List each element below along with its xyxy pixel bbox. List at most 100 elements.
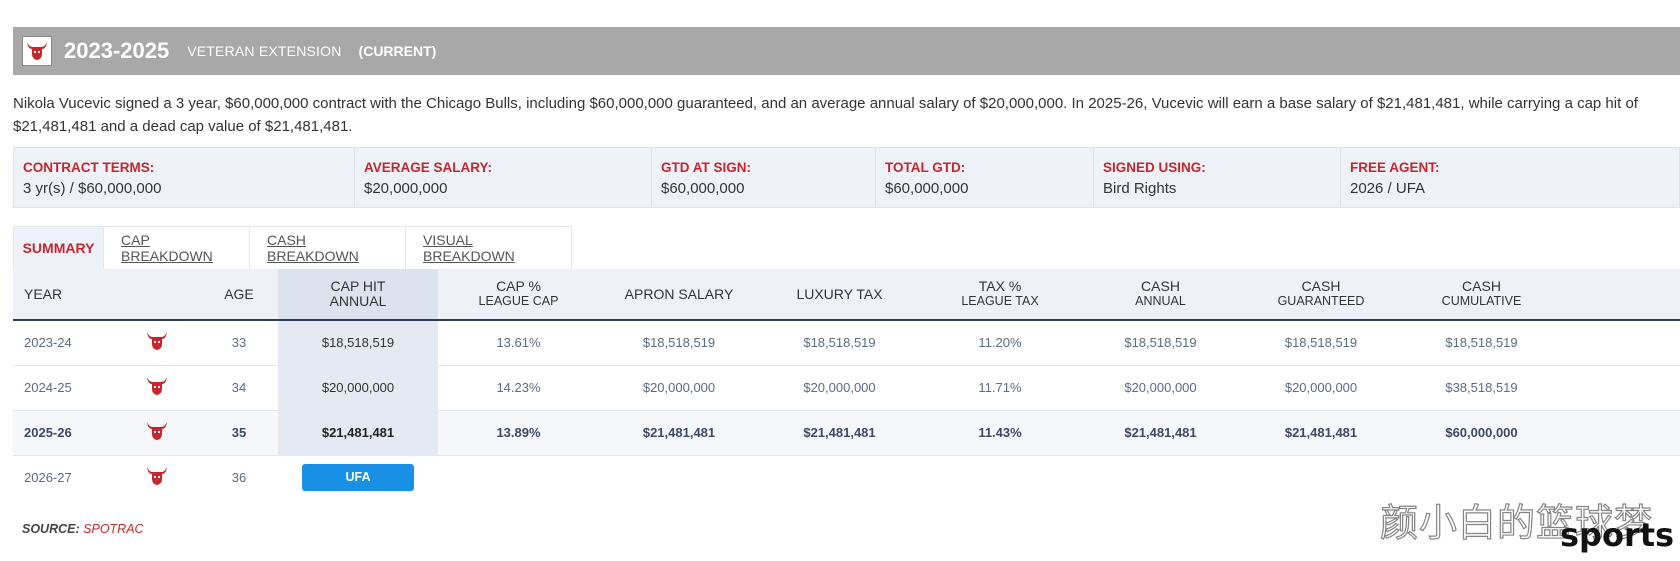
term-value: $60,000,000 (661, 180, 745, 197)
cell-year: 2023-24 (13, 320, 113, 366)
col-age: AGE (200, 269, 278, 321)
cell-year: 2024-25 (13, 365, 113, 411)
contract-years: 2023-2025 (64, 38, 170, 63)
col-cap-hit: CAP HIT ANNUAL (278, 269, 438, 321)
cell-age: 36 (231, 470, 247, 486)
team-logo (22, 36, 52, 66)
col-spacer (1562, 269, 1680, 321)
table-row: 2024-25 34 $20,000,000 14.23% $20,000,00… (13, 365, 1680, 411)
bull-logo-icon (146, 467, 167, 486)
term-label: GTD AT SIGN: (661, 160, 751, 175)
term-label: AVERAGE SALARY: (364, 160, 493, 175)
col-cash-guaranteed: CASH GUARANTEED (1241, 269, 1401, 321)
tab-cap-breakdown[interactable]: CAP BREAKDOWN (104, 227, 250, 269)
cell-apron-salary: $18,518,519 (599, 320, 759, 366)
term-value: $60,000,000 (885, 180, 969, 197)
cell-cap-pct: 13.61% (438, 320, 599, 366)
cell-year: 2025-26 (13, 410, 113, 456)
contract-type: VETERAN EXTENSION (187, 43, 342, 59)
cell-cap-hit: $18,518,519 (278, 320, 438, 366)
cell-luxury-tax: $18,518,519 (759, 320, 920, 366)
watermark-english: sports (1560, 516, 1675, 554)
cell-spacer (1562, 320, 1680, 366)
col-cash-cumulative-sub: CUMULATIVE (1441, 294, 1522, 308)
col-cash-annual-sub: ANNUAL (1135, 294, 1186, 308)
breakdown-tabs: SUMMARY CAP BREAKDOWN CASH BREAKDOWN VIS… (13, 226, 572, 269)
col-tax-pct-sub: LEAGUE TAX (961, 294, 1039, 308)
term-contract-terms: CONTRACT TERMS: 3 yr(s) / $60,000,000 (14, 148, 355, 207)
ufa-badge: UFA (302, 464, 414, 492)
cell-cap-hit: UFA (278, 455, 438, 500)
term-label: TOTAL GTD: (885, 160, 966, 175)
cell-cash-annual: $21,481,481 (1080, 410, 1241, 456)
table-header-row: YEAR AGE CAP HIT ANNUAL CAP % LEAGUE CAP… (13, 269, 1680, 321)
col-team (113, 269, 200, 321)
term-label: CONTRACT TERMS: (23, 160, 155, 175)
cell-team (113, 365, 200, 411)
bull-logo-icon (27, 42, 47, 60)
cell-cap-hit: $21,481,481 (278, 410, 438, 456)
bull-logo-icon (146, 332, 167, 351)
col-cap-hit-label: CAP HIT (330, 278, 386, 294)
cell-cash-cumulative: $38,518,519 (1401, 365, 1562, 411)
tab-summary[interactable]: SUMMARY (14, 227, 104, 269)
col-cash-annual-label: CASH (1141, 278, 1180, 294)
cell-cash-guaranteed: $18,518,519 (1241, 320, 1401, 366)
table-row-free-agent: 2026-27 36 UFA (13, 455, 1680, 500)
col-cash-cumulative-label: CASH (1462, 278, 1501, 294)
tab-visual-breakdown[interactable]: VISUAL BREAKDOWN (423, 232, 515, 264)
term-value: Bird Rights (1103, 180, 1177, 197)
term-signed-using: SIGNED USING: Bird Rights (1094, 148, 1341, 207)
cell-cap-pct: 13.89% (438, 410, 599, 456)
cell-year: 2026-27 (24, 470, 72, 486)
watermark-chinese: 颜小白的篮球梦 (1379, 500, 1654, 545)
bull-logo-icon (146, 422, 167, 440)
cell-age: 35 (200, 410, 278, 456)
cell-age: 34 (200, 365, 278, 411)
source-prefix: SOURCE: (22, 522, 80, 536)
cell-team (113, 455, 200, 500)
watermark: 颜小白的篮球梦 sports (1379, 492, 1680, 558)
tab-cash-breakdown[interactable]: CASH BREAKDOWN (250, 227, 406, 269)
contract-header-bar: 2023-2025 VETERAN EXTENSION (CURRENT) (13, 27, 1680, 75)
cell-age: 33 (200, 320, 278, 366)
term-value: 2026 / UFA (1350, 180, 1426, 197)
col-tax-pct-label: TAX % (978, 278, 1022, 294)
col-cap-pct: CAP % LEAGUE CAP (438, 269, 599, 321)
cell-luxury-tax: $20,000,000 (759, 365, 920, 411)
term-total-gtd: TOTAL GTD: $60,000,000 (876, 148, 1094, 207)
cell-tax-pct: 11.43% (920, 410, 1080, 456)
term-label: FREE AGENT: (1350, 160, 1440, 175)
contract-summary-table: YEAR AGE CAP HIT ANNUAL CAP % LEAGUE CAP… (13, 269, 1680, 500)
cell-cash-annual: $18,518,519 (1080, 320, 1241, 366)
term-value: 3 yr(s) / $60,000,000 (23, 180, 162, 197)
col-cash-guaranteed-label: CASH (1301, 278, 1341, 294)
col-cap-pct-sub: LEAGUE CAP (478, 294, 559, 308)
source-credit: SOURCE: SPOTRAC (22, 522, 144, 536)
term-free-agent: FREE AGENT: 2026 / UFA (1341, 148, 1679, 207)
contract-terms: CONTRACT TERMS: 3 yr(s) / $60,000,000 AV… (13, 147, 1680, 208)
cell-team (113, 320, 200, 366)
cell-apron-salary: $21,481,481 (599, 410, 759, 456)
cell-spacer (1562, 365, 1680, 411)
table-row: 2023-24 33 $18,518,519 13.61% $18,518,51… (13, 320, 1680, 366)
cell-cap-hit: $20,000,000 (278, 365, 438, 411)
term-gtd-at-sign: GTD AT SIGN: $60,000,000 (652, 148, 876, 207)
term-value: $20,000,000 (364, 180, 448, 197)
cell-cash-cumulative: $18,518,519 (1401, 320, 1562, 366)
col-apron-salary: APRON SALARY (599, 269, 759, 321)
col-cap-pct-label: CAP % (496, 278, 541, 294)
cell-cash-guaranteed: $21,481,481 (1241, 410, 1401, 456)
cell-tax-pct: 11.71% (920, 365, 1080, 411)
col-cash-guaranteed-sub: GUARANTEED (1277, 294, 1365, 308)
cell-cash-cumulative: $60,000,000 (1401, 410, 1562, 456)
col-tax-pct: TAX % LEAGUE TAX (920, 269, 1080, 321)
table-row-current: 2025-26 35 $21,481,481 13.89% $21,481,48… (13, 410, 1680, 456)
cell-tax-pct: 11.20% (920, 320, 1080, 366)
term-label: SIGNED USING: (1103, 160, 1206, 175)
source-name: SPOTRAC (83, 522, 144, 536)
contract-description: Nikola Vucevic signed a 3 year, $60,000,… (13, 95, 1638, 135)
term-average-salary: AVERAGE SALARY: $20,000,000 (355, 148, 652, 207)
cell-cash-annual: $20,000,000 (1080, 365, 1241, 411)
col-cash-annual: CASH ANNUAL (1080, 269, 1241, 321)
